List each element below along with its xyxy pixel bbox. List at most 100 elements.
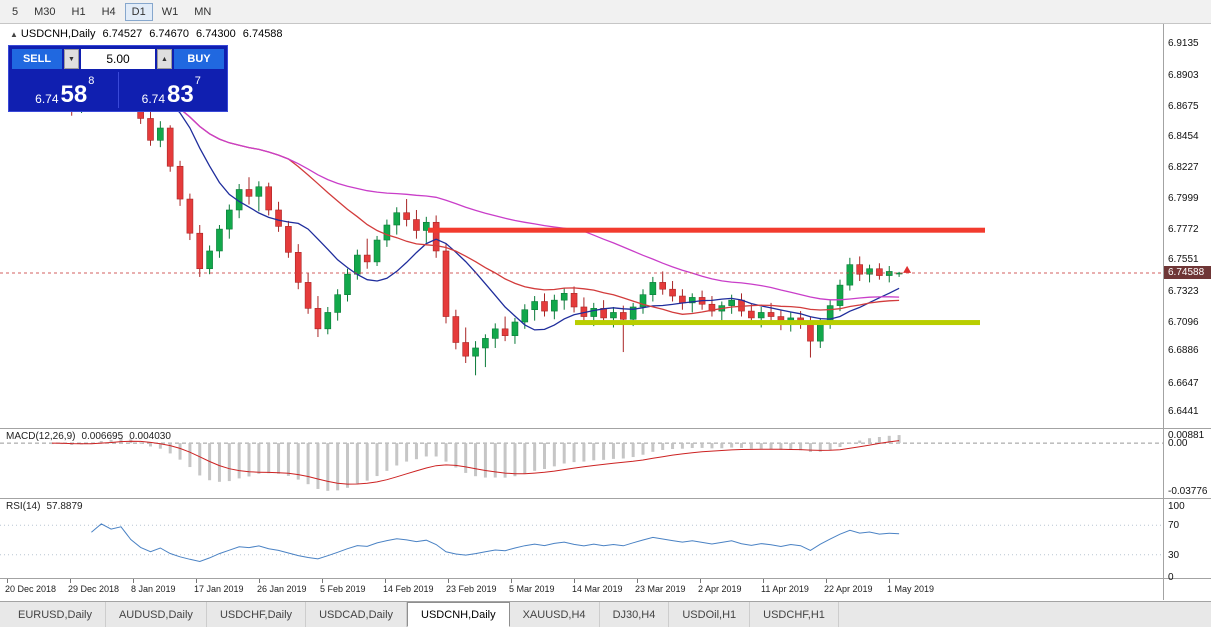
time-axis-label: 5 Mar 2019 [509,584,555,594]
price-scale-label: 6.7096 [1168,317,1199,328]
time-axis-tick [700,579,701,583]
buy-button[interactable]: BUY [174,49,224,69]
close-value: 6.74588 [242,28,283,40]
rsi-label: RSI(14) 57.8879 [6,501,83,512]
time-axis-label: 8 Jan 2019 [131,584,176,594]
time-axis-label: 2 Apr 2019 [698,584,742,594]
price-scale-label: 6.7772 [1168,224,1199,235]
time-axis-label: 5 Feb 2019 [320,584,366,594]
macd-rsi-separator [0,498,1211,499]
sell-price[interactable]: 6.74 58 8 [12,72,118,108]
price-scale-label: 6.7551 [1168,254,1199,265]
rsi-axis-separator [0,578,1211,579]
time-axis-tick [763,579,764,583]
price-scale: 6.9135 6.8903 6.8675 6.8454 6.8227 6.7999 6.77… [1164,24,1211,600]
chart-tab-usdchf[interactable]: USDCHF,H1 [750,602,839,627]
price-scale-label: 6.8903 [1168,70,1199,81]
chart-tab-bar: EURUSD,Daily AUDUSD,Daily USDCHF,Daily USDC… [0,601,1211,627]
time-axis-tick [196,579,197,583]
time-axis-label: 17 Jan 2019 [194,584,244,594]
chart-ohlc-header: ▲ USDCNH,Daily 6.74527 6.74670 6.74300 6.7458… [10,28,283,40]
price-scale-separator [1163,24,1164,600]
time-axis-label: 29 Dec 2018 [68,584,120,594]
time-axis-tick [259,579,260,583]
price-scale-label: 6.8227 [1168,162,1199,173]
time-axis-tick [133,579,134,583]
time-axis-tick [889,579,890,583]
ask-big-digits: 83 [167,81,194,108]
chart-tab-audusd[interactable]: AUDUSD,Daily [106,602,207,627]
time-axis-tick [511,579,512,583]
chart-tab-xauusd[interactable]: XAUUSD,H4 [510,602,600,627]
price-scale-label: 6.7323 [1168,286,1199,297]
rsi-scale-label: 100 [1168,501,1185,512]
one-click-trading-panel: SELL ▼ 5.00 ▲ BUY 6.74 58 8 6.74 83 7 [8,45,228,112]
time-axis-tick [7,579,8,583]
time-axis-tick [826,579,827,583]
time-axis-label: 23 Feb 2019 [446,584,497,594]
chart-tab-dj30[interactable]: DJ30,H4 [600,602,670,627]
timeframe-button-m30[interactable]: M30 [34,5,56,18]
bid-prefix: 6.74 [35,92,59,106]
chart-tab-usdcnh[interactable]: USDCNH,Daily [407,602,510,627]
price-scale-label: 6.6441 [1168,406,1199,417]
price-scale-label: 6.8454 [1168,131,1199,142]
chart-tab-usdcad[interactable]: USDCAD,Daily [306,602,408,627]
macd-label: MACD(12,26,9) 0.006695 0.004030 [6,431,171,442]
timeframe-toolbar: 5 M30 H1 H4 D1 W1 MN [0,0,1211,24]
bid-pip-digit: 8 [88,75,95,87]
time-axis: 20 Dec 2018 29 Dec 2018 8 Jan 2019 17 Jan 2… [0,579,1163,600]
volume-input[interactable]: 5.00 [81,49,155,69]
macd-scale-label: 0.00 [1168,438,1188,449]
ask-prefix: 6.74 [141,92,166,106]
rsi-scale-label: 70 [1168,520,1180,531]
chart-collapse-icon: ▲ [10,30,18,39]
time-axis-label: 22 Apr 2019 [824,584,873,594]
timeframe-button-h4[interactable]: H4 [101,5,116,18]
time-axis-label: 11 Apr 2019 [761,584,809,594]
volume-decrease-button[interactable]: ▼ [64,49,79,69]
price-scale-label: 6.6886 [1168,345,1199,356]
macd-scale-label: -0.03776 [1168,486,1208,497]
macd-indicator-canvas[interactable] [0,429,1163,498]
main-macd-separator [0,428,1211,429]
rsi-indicator-canvas[interactable] [0,499,1163,578]
time-axis-tick [70,579,71,583]
bid-big-digits: 58 [60,81,88,108]
buy-price[interactable]: 6.74 83 7 [117,72,225,108]
time-axis-tick [574,579,575,583]
time-axis-tick [385,579,386,583]
open-value: 6.74527 [102,28,143,40]
sell-button[interactable]: SELL [12,49,62,69]
low-value: 6.74300 [196,28,236,40]
timeframe-button-d1[interactable]: D1 [124,2,153,21]
price-scale-label: 6.9135 [1168,38,1199,49]
price-scale-label: 6.8675 [1168,101,1199,112]
time-axis-label: 14 Feb 2019 [383,584,434,594]
chart-tab-usdchf[interactable]: USDCHF,Daily [207,602,307,627]
price-scale-label: 6.7999 [1168,193,1199,204]
price-scale-label: 6.6647 [1168,378,1199,389]
macd-main-value: 0.006695 [81,431,124,442]
rsi-value: 57.8879 [46,501,83,512]
timeframe-button-mn[interactable]: MN [194,5,212,18]
high-value: 6.74670 [149,28,190,40]
rsi-scale-label: 30 [1168,550,1180,561]
time-axis-tick [322,579,323,583]
current-price-badge: 6.74588 [1164,266,1211,279]
macd-scale-label: 0.00881 [1168,430,1205,441]
macd-signal-value: 0.004030 [129,431,171,442]
chart-tab-eurusd[interactable]: EURUSD,Daily [5,602,106,627]
time-axis-label: 20 Dec 2018 [5,584,57,594]
ask-pip-digit: 7 [194,75,201,87]
volume-increase-button[interactable]: ▲ [157,49,172,69]
timeframe-button-w1[interactable]: W1 [161,5,179,18]
timeframe-button-h1[interactable]: H1 [71,5,86,18]
time-axis-label: 1 May 2019 [887,584,935,594]
timeframe-button-5[interactable]: 5 [12,5,19,18]
chart-tab-usdoil[interactable]: USDOil,H1 [669,602,751,627]
rsi-scale-label: 0 [1168,572,1174,583]
time-axis-tick [637,579,638,583]
time-axis-label: 14 Mar 2019 [572,584,623,594]
